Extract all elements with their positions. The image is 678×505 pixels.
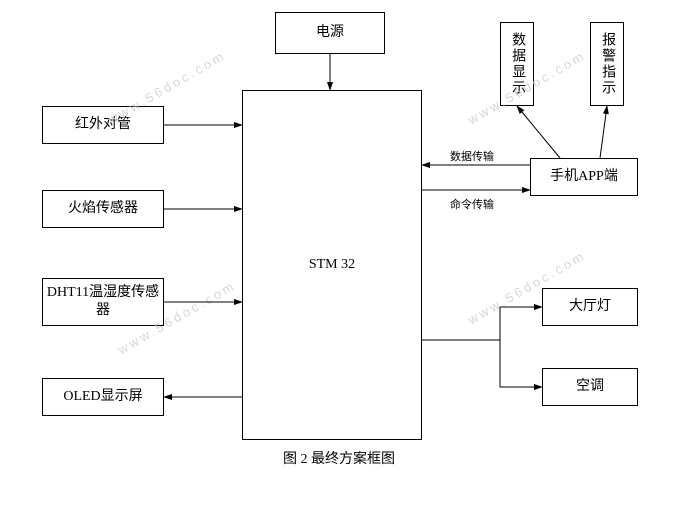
node-alarm-label: 报警指示 [598,32,616,96]
node-ir: 红外对管 [42,106,164,144]
figure-caption: 图 2 最终方案框图 [0,448,678,468]
node-app: 手机APP端 [530,158,638,196]
node-flame-label: 火焰传感器 [68,200,138,218]
node-ac: 空调 [542,368,638,406]
node-data-display: 数据显示 [500,22,534,106]
node-oled: OLED显示屏 [42,378,164,416]
node-dht11-label: DHT11温湿度传感器 [43,284,163,320]
edge-label-data-transfer: 数据传输 [450,148,494,164]
node-ac-label: 空调 [576,378,604,396]
node-stm32: STM 32 [242,90,422,440]
node-flame: 火焰传感器 [42,190,164,228]
node-power-label: 电源 [316,24,344,42]
node-stm32-label: STM 32 [309,256,355,274]
node-power: 电源 [275,12,385,54]
node-lobby-light-label: 大厅灯 [569,298,611,316]
node-dht11: DHT11温湿度传感器 [42,278,164,326]
node-lobby-light: 大厅灯 [542,288,638,326]
node-alarm: 报警指示 [590,22,624,106]
node-ir-label: 红外对管 [75,116,131,134]
node-data-display-label: 数据显示 [508,32,526,96]
node-oled-label: OLED显示屏 [63,388,142,406]
node-app-label: 手机APP端 [550,168,618,186]
edge-label-cmd-transfer: 命令传输 [450,196,494,212]
